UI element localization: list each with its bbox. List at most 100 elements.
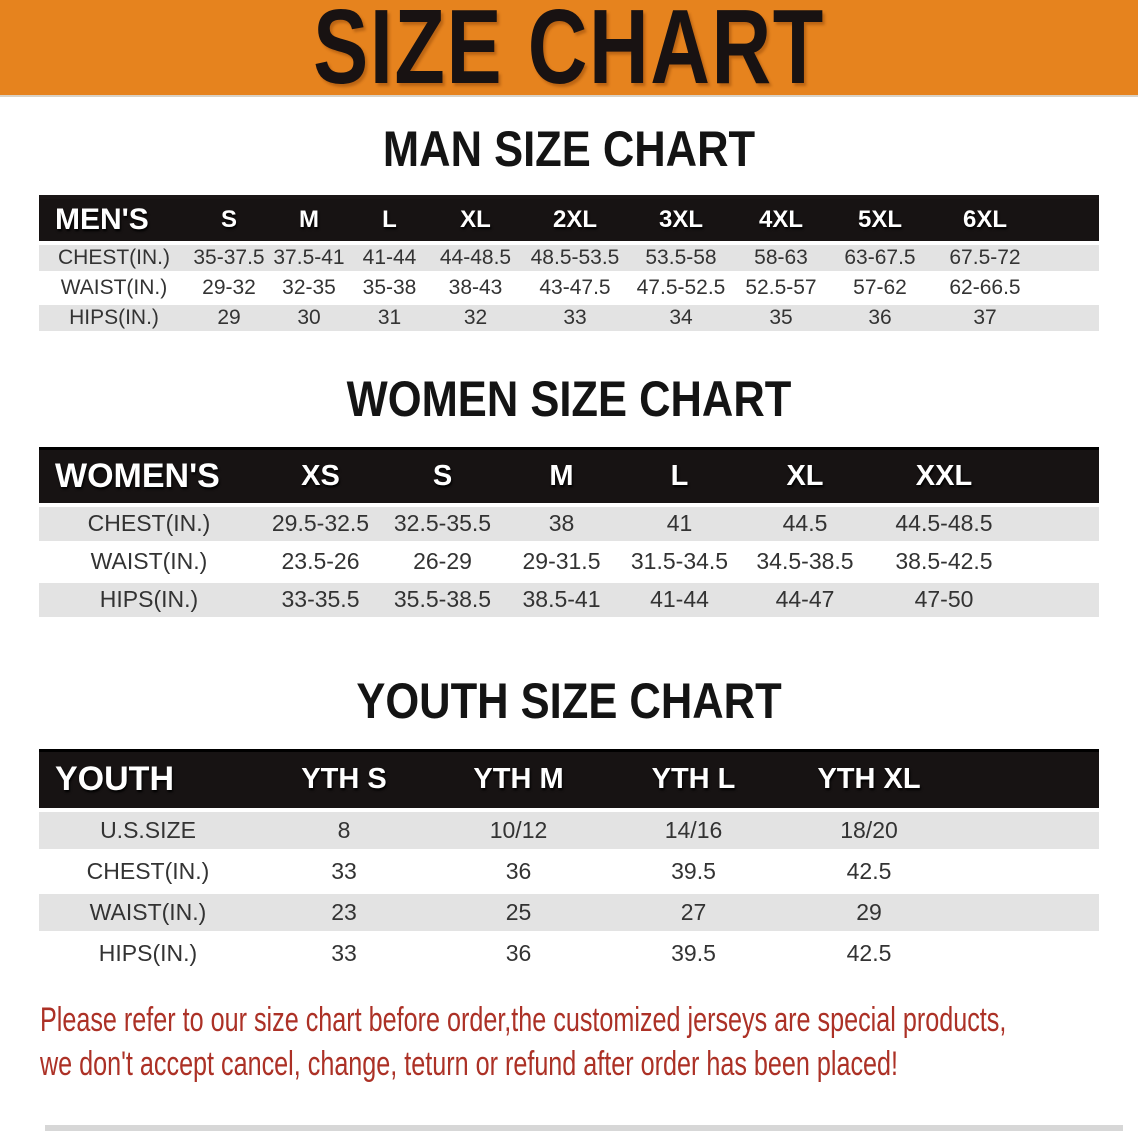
- spacer-cell: [957, 933, 1099, 976]
- youth-ussize-row: U.S.SIZE 8 10/12 14/16 18/20: [39, 810, 1099, 853]
- cell: 29-32: [189, 273, 269, 305]
- row-label: CHEST(IN.): [39, 504, 259, 545]
- men-col-header: 2XL: [521, 195, 629, 245]
- cell: 38.5-42.5: [871, 542, 1017, 583]
- cell: 10/12: [431, 810, 606, 853]
- cell: 38-43: [430, 273, 521, 305]
- women-hips-row: HIPS(IN.) 33-35.5 35.5-38.5 38.5-41 41-4…: [39, 580, 1099, 621]
- cell: 41: [620, 504, 739, 545]
- youth-section-heading: YOUTH SIZE CHART: [356, 672, 782, 729]
- spacer-cell: [1039, 195, 1099, 245]
- cell: 31.5-34.5: [620, 542, 739, 583]
- row-label: HIPS(IN.): [39, 933, 257, 976]
- cell: 39.5: [606, 851, 781, 894]
- spacer-cell: [1017, 504, 1099, 545]
- cell: 63-67.5: [829, 243, 931, 275]
- cell: 41-44: [620, 580, 739, 621]
- spacer-cell: [1039, 243, 1099, 275]
- cell: 29.5-32.5: [259, 504, 382, 545]
- spacer-cell: [1017, 580, 1099, 621]
- row-label: U.S.SIZE: [39, 810, 257, 853]
- youth-hips-row: HIPS(IN.) 33 36 39.5 42.5: [39, 933, 1099, 976]
- cell: 67.5-72: [931, 243, 1039, 275]
- cell: 44.5: [739, 504, 871, 545]
- cell: 44.5-48.5: [871, 504, 1017, 545]
- cell: 29: [781, 892, 957, 935]
- cell: 37.5-41: [269, 243, 349, 275]
- cell: 57-62: [829, 273, 931, 305]
- cell: 29: [189, 303, 269, 335]
- cell: 37: [931, 303, 1039, 335]
- spacer-cell: [1039, 303, 1099, 335]
- men-col-header: XL: [430, 195, 521, 245]
- cell: 32: [430, 303, 521, 335]
- cell: 47-50: [871, 580, 1017, 621]
- row-label: CHEST(IN.): [39, 243, 189, 275]
- cell: 25: [431, 892, 606, 935]
- women-col-header: S: [382, 447, 503, 507]
- women-chest-row: CHEST(IN.) 29.5-32.5 32.5-35.5 38 41 44.…: [39, 504, 1099, 545]
- men-col-header: M: [269, 195, 349, 245]
- youth-size-table: YOUTH YTH S YTH M YTH L YTH XL U.S.SIZE …: [39, 748, 1099, 976]
- disclaimer: Please refer to our size chart before or…: [40, 998, 1138, 1086]
- cell: 8: [257, 810, 431, 853]
- cell: 48.5-53.5: [521, 243, 629, 275]
- cell: 35-37.5: [189, 243, 269, 275]
- men-section-heading: MAN SIZE CHART: [382, 121, 756, 177]
- cell: 23: [257, 892, 431, 935]
- cell: 32-35: [269, 273, 349, 305]
- row-label: HIPS(IN.): [39, 580, 259, 621]
- size-chart-banner: SIZE CHART: [0, 0, 1138, 97]
- men-table-label: MEN'S: [39, 195, 189, 245]
- cell: 30: [269, 303, 349, 335]
- men-header-row: MEN'S S M L XL 2XL 3XL 4XL 5XL 6XL: [39, 195, 1099, 245]
- cell: 36: [431, 933, 606, 976]
- men-waist-row: WAIST(IN.) 29-32 32-35 35-38 38-43 43-47…: [39, 273, 1099, 305]
- women-col-header: XL: [739, 447, 871, 507]
- women-col-header: M: [503, 447, 620, 507]
- youth-table-label: YOUTH: [39, 748, 257, 812]
- men-hips-row: HIPS(IN.) 29 30 31 32 33 34 35 36 37: [39, 303, 1099, 335]
- cell: 34.5-38.5: [739, 542, 871, 583]
- cell: 42.5: [781, 851, 957, 894]
- cell: 35.5-38.5: [382, 580, 503, 621]
- cell: 33: [521, 303, 629, 335]
- cell: 33: [257, 851, 431, 894]
- men-col-header: 4XL: [733, 195, 829, 245]
- cell: 39.5: [606, 933, 781, 976]
- youth-chest-row: CHEST(IN.) 33 36 39.5 42.5: [39, 851, 1099, 894]
- men-chest-row: CHEST(IN.) 35-37.5 37.5-41 41-44 44-48.5…: [39, 243, 1099, 275]
- row-label: WAIST(IN.): [39, 273, 189, 305]
- row-label: HIPS(IN.): [39, 303, 189, 335]
- row-label: WAIST(IN.): [39, 892, 257, 935]
- cell: 58-63: [733, 243, 829, 275]
- cell: 41-44: [349, 243, 430, 275]
- cell: 38.5-41: [503, 580, 620, 621]
- cell: 27: [606, 892, 781, 935]
- men-col-header: S: [189, 195, 269, 245]
- men-col-header: 5XL: [829, 195, 931, 245]
- youth-header-row: YOUTH YTH S YTH M YTH L YTH XL: [39, 748, 1099, 812]
- cell: 35-38: [349, 273, 430, 305]
- women-header-row: WOMEN'S XS S M L XL XXL: [39, 447, 1099, 507]
- disclaimer-line-1: Please refer to our size chart before or…: [40, 1001, 1007, 1039]
- cell: 29-31.5: [503, 542, 620, 583]
- women-section-heading: WOMEN SIZE CHART: [346, 371, 792, 427]
- bottom-edge-divider: [45, 1125, 1123, 1131]
- women-waist-row: WAIST(IN.) 23.5-26 26-29 29-31.5 31.5-34…: [39, 542, 1099, 583]
- spacer-cell: [957, 851, 1099, 894]
- page-title: SIZE CHART: [313, 0, 825, 97]
- youth-waist-row: WAIST(IN.) 23 25 27 29: [39, 892, 1099, 935]
- cell: 23.5-26: [259, 542, 382, 583]
- women-size-table: WOMEN'S XS S M L XL XXL CHEST(IN.) 29.5-…: [39, 447, 1099, 621]
- cell: 34: [629, 303, 733, 335]
- spacer-cell: [957, 810, 1099, 853]
- cell: 35: [733, 303, 829, 335]
- spacer-cell: [1017, 542, 1099, 583]
- men-col-header: 3XL: [629, 195, 733, 245]
- cell: 14/16: [606, 810, 781, 853]
- women-col-header: XXL: [871, 447, 1017, 507]
- cell: 62-66.5: [931, 273, 1039, 305]
- cell: 33: [257, 933, 431, 976]
- youth-col-header: YTH XL: [781, 748, 957, 812]
